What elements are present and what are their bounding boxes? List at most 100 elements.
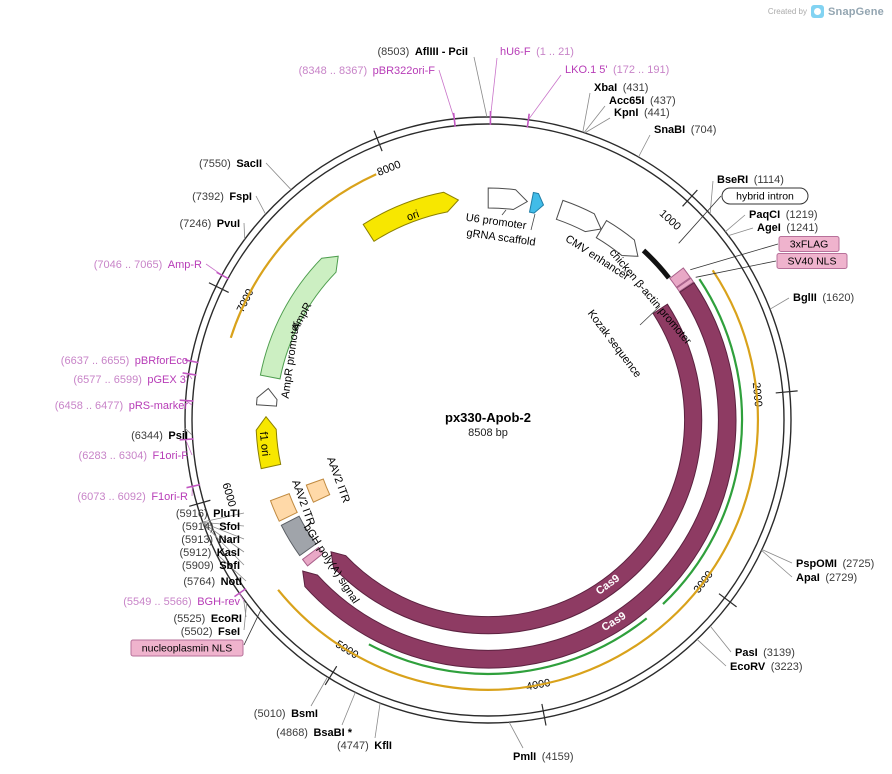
feature-chicken-β-actin-promoter[interactable] [595,219,639,257]
feature-label-box[interactable] [721,187,809,205]
callout-line [638,134,651,158]
feature-aav2-itr[interactable] [269,493,298,522]
feature-label[interactable]: chicken β-actin promoter [607,247,694,347]
enzyme-label-BseRI[interactable]: BseRI (1114) [717,174,784,186]
feature-arc-orf-arc[interactable] [662,278,744,605]
feature-arc-orf-arc[interactable] [229,173,377,339]
tick-mark [718,593,737,608]
enzyme-label-NarI[interactable]: (5913) NarI [181,534,240,546]
plasmid-title-block: px330-Apob-2 8508 bp [408,410,568,439]
enzyme-label-AflIII-PciI[interactable]: (8503) AflIII - PciI [378,46,468,58]
feature-label[interactable]: f1 ori [257,431,271,457]
feature-label[interactable]: Kozak sequence [585,308,644,380]
enzyme-label-PluTI[interactable]: (5916) PluTI [176,508,240,520]
feature-f1-ori[interactable] [255,415,282,470]
feature-cas9[interactable] [302,282,737,669]
enzyme-label-PaqCI[interactable]: PaqCI (1219) [749,209,817,221]
site-labels: (8348 .. 8367) pBR322ori-F (8503) AflIII … [55,46,875,763]
feature-label-nucleoplasmin-nls[interactable]: nucleoplasmin NLS [142,642,232,654]
enzyme-label-PasI[interactable]: PasI (3139) [735,647,795,659]
feature-3xflag[interactable] [669,267,691,288]
feature-arc-orf-arc[interactable] [277,269,759,691]
primer-label-F1ori-F[interactable]: (6283 .. 6304) F1ori-F [79,450,189,462]
enzyme-label-SacII[interactable]: (7550) SacII [199,158,262,170]
enzyme-label-SbfI[interactable]: (5909) SbfI [182,560,240,572]
callout-line [215,553,247,582]
primer-label-pGEX-3-[interactable]: (6577 .. 6599) pGEX 3' [73,374,188,386]
primer-label-F1ori-R[interactable]: (6073 .. 6092) F1ori-R [77,491,188,503]
feature-ori[interactable] [362,191,460,242]
label-connector [501,209,507,216]
enzyme-label-Acc65I[interactable]: Acc65I (437) [609,95,676,107]
enzyme-label-KpnI[interactable]: KpnI (441) [614,107,670,119]
primer-label-pBR322ori-F[interactable]: (8348 .. 8367) pBR322ori-F [299,65,436,77]
enzyme-label-FseI[interactable]: (5502) FseI [181,626,240,638]
enzyme-label-PvuI[interactable]: (7246) PvuI [179,218,240,230]
feature-label-box[interactable] [776,253,848,269]
feature-label[interactable]: ori [405,208,421,223]
feature-cmv-enhancer[interactable] [555,199,602,233]
callout-line [374,703,381,739]
feature-u6-promoter[interactable] [487,187,529,211]
feature-nucleoplasmin-nls[interactable] [301,546,324,567]
primer-label-pRS-marker[interactable]: (6458 .. 6477) pRS-marker [55,400,189,412]
feature-arc-hybrid-intron[interactable] [641,248,671,280]
enzyme-label-AgeI[interactable]: AgeI (1241) [757,222,818,234]
enzyme-label-SfoI[interactable]: (5914) SfoI [182,521,240,533]
feature-cas9[interactable] [330,303,703,635]
enzyme-label-PmlI[interactable]: PmlI (4159) [513,751,574,763]
callout-line [690,243,779,271]
primer-label-hU6-F[interactable]: hU6-F (1 .. 21) [500,46,574,58]
plasmid-backbone [184,116,792,724]
feature-grna-scaffold[interactable] [528,191,545,214]
feature-label-box[interactable] [778,236,840,252]
callout-line [202,522,245,527]
primer-tick [526,113,530,128]
primer-label-BGH-rev[interactable]: (5549 .. 5566) BGH-rev [123,596,240,608]
label-connector [639,305,661,326]
enzyme-label-KflI[interactable]: (4747) KflI [337,740,392,752]
snapgene-brand: SnapGene [827,5,884,18]
enzyme-label-BsaBI-[interactable]: (4868) BsaBI * [276,727,353,739]
feature-label-sv40-nls[interactable]: SV40 NLS [787,255,836,267]
primer-tick [186,483,201,489]
callout-line [584,117,611,134]
callout-line [725,214,746,233]
primer-label-LKO-1-5-[interactable]: LKO.1 5' (172 .. 191) [565,64,669,76]
feature-ampr[interactable] [259,255,339,380]
feature-label-hybrid-intron[interactable]: hybrid intron [736,190,794,202]
enzyme-label-XbaI[interactable]: XbaI (431) [594,82,648,94]
enzyme-label-PspOMI[interactable]: PspOMI (2725) [796,558,874,570]
callout-line [709,180,714,214]
feature-label-box[interactable] [130,639,244,657]
feature-arc-orf-arc[interactable] [368,617,648,676]
feature-ampr-promoter[interactable] [255,387,278,407]
enzyme-label-NotI[interactable]: (5764) NotI [183,576,242,588]
enzyme-label-BglII[interactable]: BglII (1620) [793,292,854,304]
primer-label-Amp-R[interactable]: (7046 .. 7065) Amp-R [94,259,202,271]
callout-line [728,227,754,236]
boxed-feature-labels: hybrid intron 3xFLAG SV40 NLS nucleoplasmin… [130,187,848,657]
feature-label-3xflag[interactable]: 3xFLAG [790,238,829,250]
enzyme-label-EcoRI[interactable]: (5525) EcoRI [174,613,242,625]
enzyme-label-FspI[interactable]: (7392) FspI [192,191,252,203]
enzyme-label-PsiI[interactable]: (6344) PsiI [131,430,188,442]
label-connector [530,213,536,231]
callout-line [528,74,562,120]
callout-line [508,722,524,749]
primer-label-pBRforEco[interactable]: (6637 .. 6655) pBRforEco [61,355,188,367]
feature-aav2-itr[interactable] [305,478,331,503]
feature-bgh-poly(a)-signal[interactable] [280,515,317,557]
enzyme-label-SnaBI[interactable]: SnaBI (704) [654,124,716,136]
feature-label[interactable]: AAV2 ITR [324,455,352,504]
callout-line [243,603,247,631]
enzyme-label-BsmI[interactable]: (5010) BsmI [254,708,318,720]
callout-line [185,439,193,456]
enzyme-label-KasI[interactable]: (5912) KasI [179,547,240,559]
plasmid-name: px330-Apob-2 [445,410,531,425]
callout-line [583,105,606,133]
enzyme-label-EcoRV[interactable]: EcoRV (3223) [730,661,803,673]
feature-sv40-nls[interactable] [676,277,695,293]
enzyme-label-ApaI[interactable]: ApaI (2729) [796,572,857,584]
